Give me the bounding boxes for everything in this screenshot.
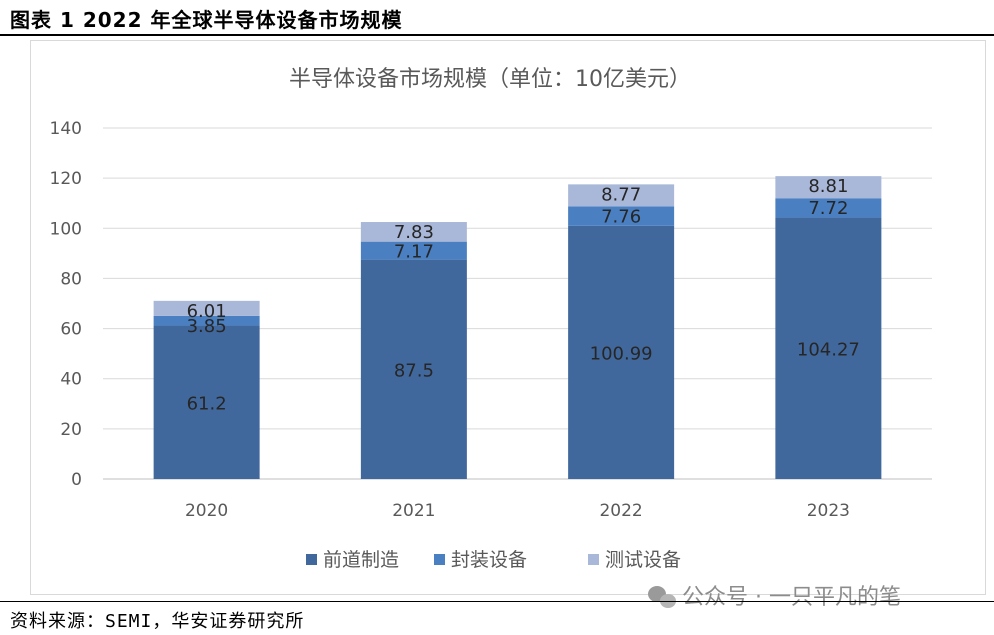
data-label: 7.76 bbox=[601, 206, 641, 227]
legend-swatch bbox=[306, 554, 317, 565]
y-tick-label: 120 bbox=[50, 169, 82, 189]
y-tick-label: 100 bbox=[50, 219, 82, 239]
legend: 前道制造 封装设备 测试设备 bbox=[306, 549, 681, 571]
bar-segment bbox=[775, 176, 882, 199]
bar-segment bbox=[568, 225, 675, 479]
y-tick-label: 20 bbox=[60, 420, 82, 440]
bar-segment bbox=[153, 325, 260, 479]
data-label: 61.2 bbox=[187, 393, 227, 414]
y-tick-label: 80 bbox=[60, 269, 82, 289]
x-axis: 2020 2021 2022 2023 bbox=[185, 501, 850, 521]
legend-label: 前道制造 bbox=[323, 549, 399, 571]
top-rule bbox=[0, 34, 994, 36]
bar-segment bbox=[775, 217, 882, 480]
bars: 61.2 3.856.01 87.5 7.177.83 100.99 7.768.77 10… bbox=[153, 176, 882, 480]
chart-title: 半导体设备市场规模（单位：10亿美元） bbox=[289, 67, 691, 92]
data-label: 7.17 bbox=[394, 242, 434, 263]
bar-segment bbox=[153, 315, 260, 326]
watermark: 公众号 · 一只平凡的笔 bbox=[648, 585, 901, 610]
data-label: 100.99 bbox=[590, 343, 653, 364]
bar-segment bbox=[568, 184, 675, 207]
chart-frame bbox=[30, 40, 986, 595]
y-tick-label: 60 bbox=[60, 320, 82, 340]
legend-label: 测试设备 bbox=[605, 549, 681, 571]
y-tick-label: 140 bbox=[50, 119, 82, 139]
bar-segment bbox=[360, 259, 467, 479]
bar-segment bbox=[153, 300, 260, 316]
legend-label: 封装设备 bbox=[451, 549, 527, 571]
source-note: 资料来源：SEMI，华安证券研究所 bbox=[10, 611, 305, 632]
x-tick-label: 2023 bbox=[807, 501, 850, 521]
data-label: 104.27 bbox=[797, 339, 860, 360]
figure-title: 图表 1 2022 年全球半导体设备市场规模 bbox=[10, 8, 403, 32]
wechat-icon bbox=[648, 586, 676, 608]
bar-segment bbox=[360, 222, 467, 242]
bar-segment bbox=[568, 206, 675, 226]
data-label: 3.85 bbox=[187, 316, 227, 337]
bottom-rule bbox=[0, 601, 994, 602]
x-tick-label: 2022 bbox=[599, 501, 642, 521]
bar-segment bbox=[775, 198, 882, 218]
bar-segment bbox=[360, 241, 467, 260]
y-tick-label: 0 bbox=[71, 470, 82, 490]
data-label: 7.72 bbox=[808, 198, 848, 219]
data-label: 87.5 bbox=[394, 360, 434, 381]
data-label: 8.81 bbox=[808, 176, 848, 197]
data-label: 6.01 bbox=[187, 301, 227, 322]
legend-swatch bbox=[588, 554, 599, 565]
data-label: 7.83 bbox=[394, 222, 434, 243]
y-axis: 0 20 40 60 80 100 120 140 bbox=[50, 119, 82, 490]
y-tick-label: 40 bbox=[60, 370, 82, 390]
x-tick-label: 2021 bbox=[392, 501, 435, 521]
legend-swatch bbox=[434, 554, 445, 565]
watermark-text: 公众号 · 一只平凡的笔 bbox=[682, 585, 901, 610]
x-tick-label: 2020 bbox=[185, 501, 228, 521]
data-label: 8.77 bbox=[601, 184, 641, 205]
